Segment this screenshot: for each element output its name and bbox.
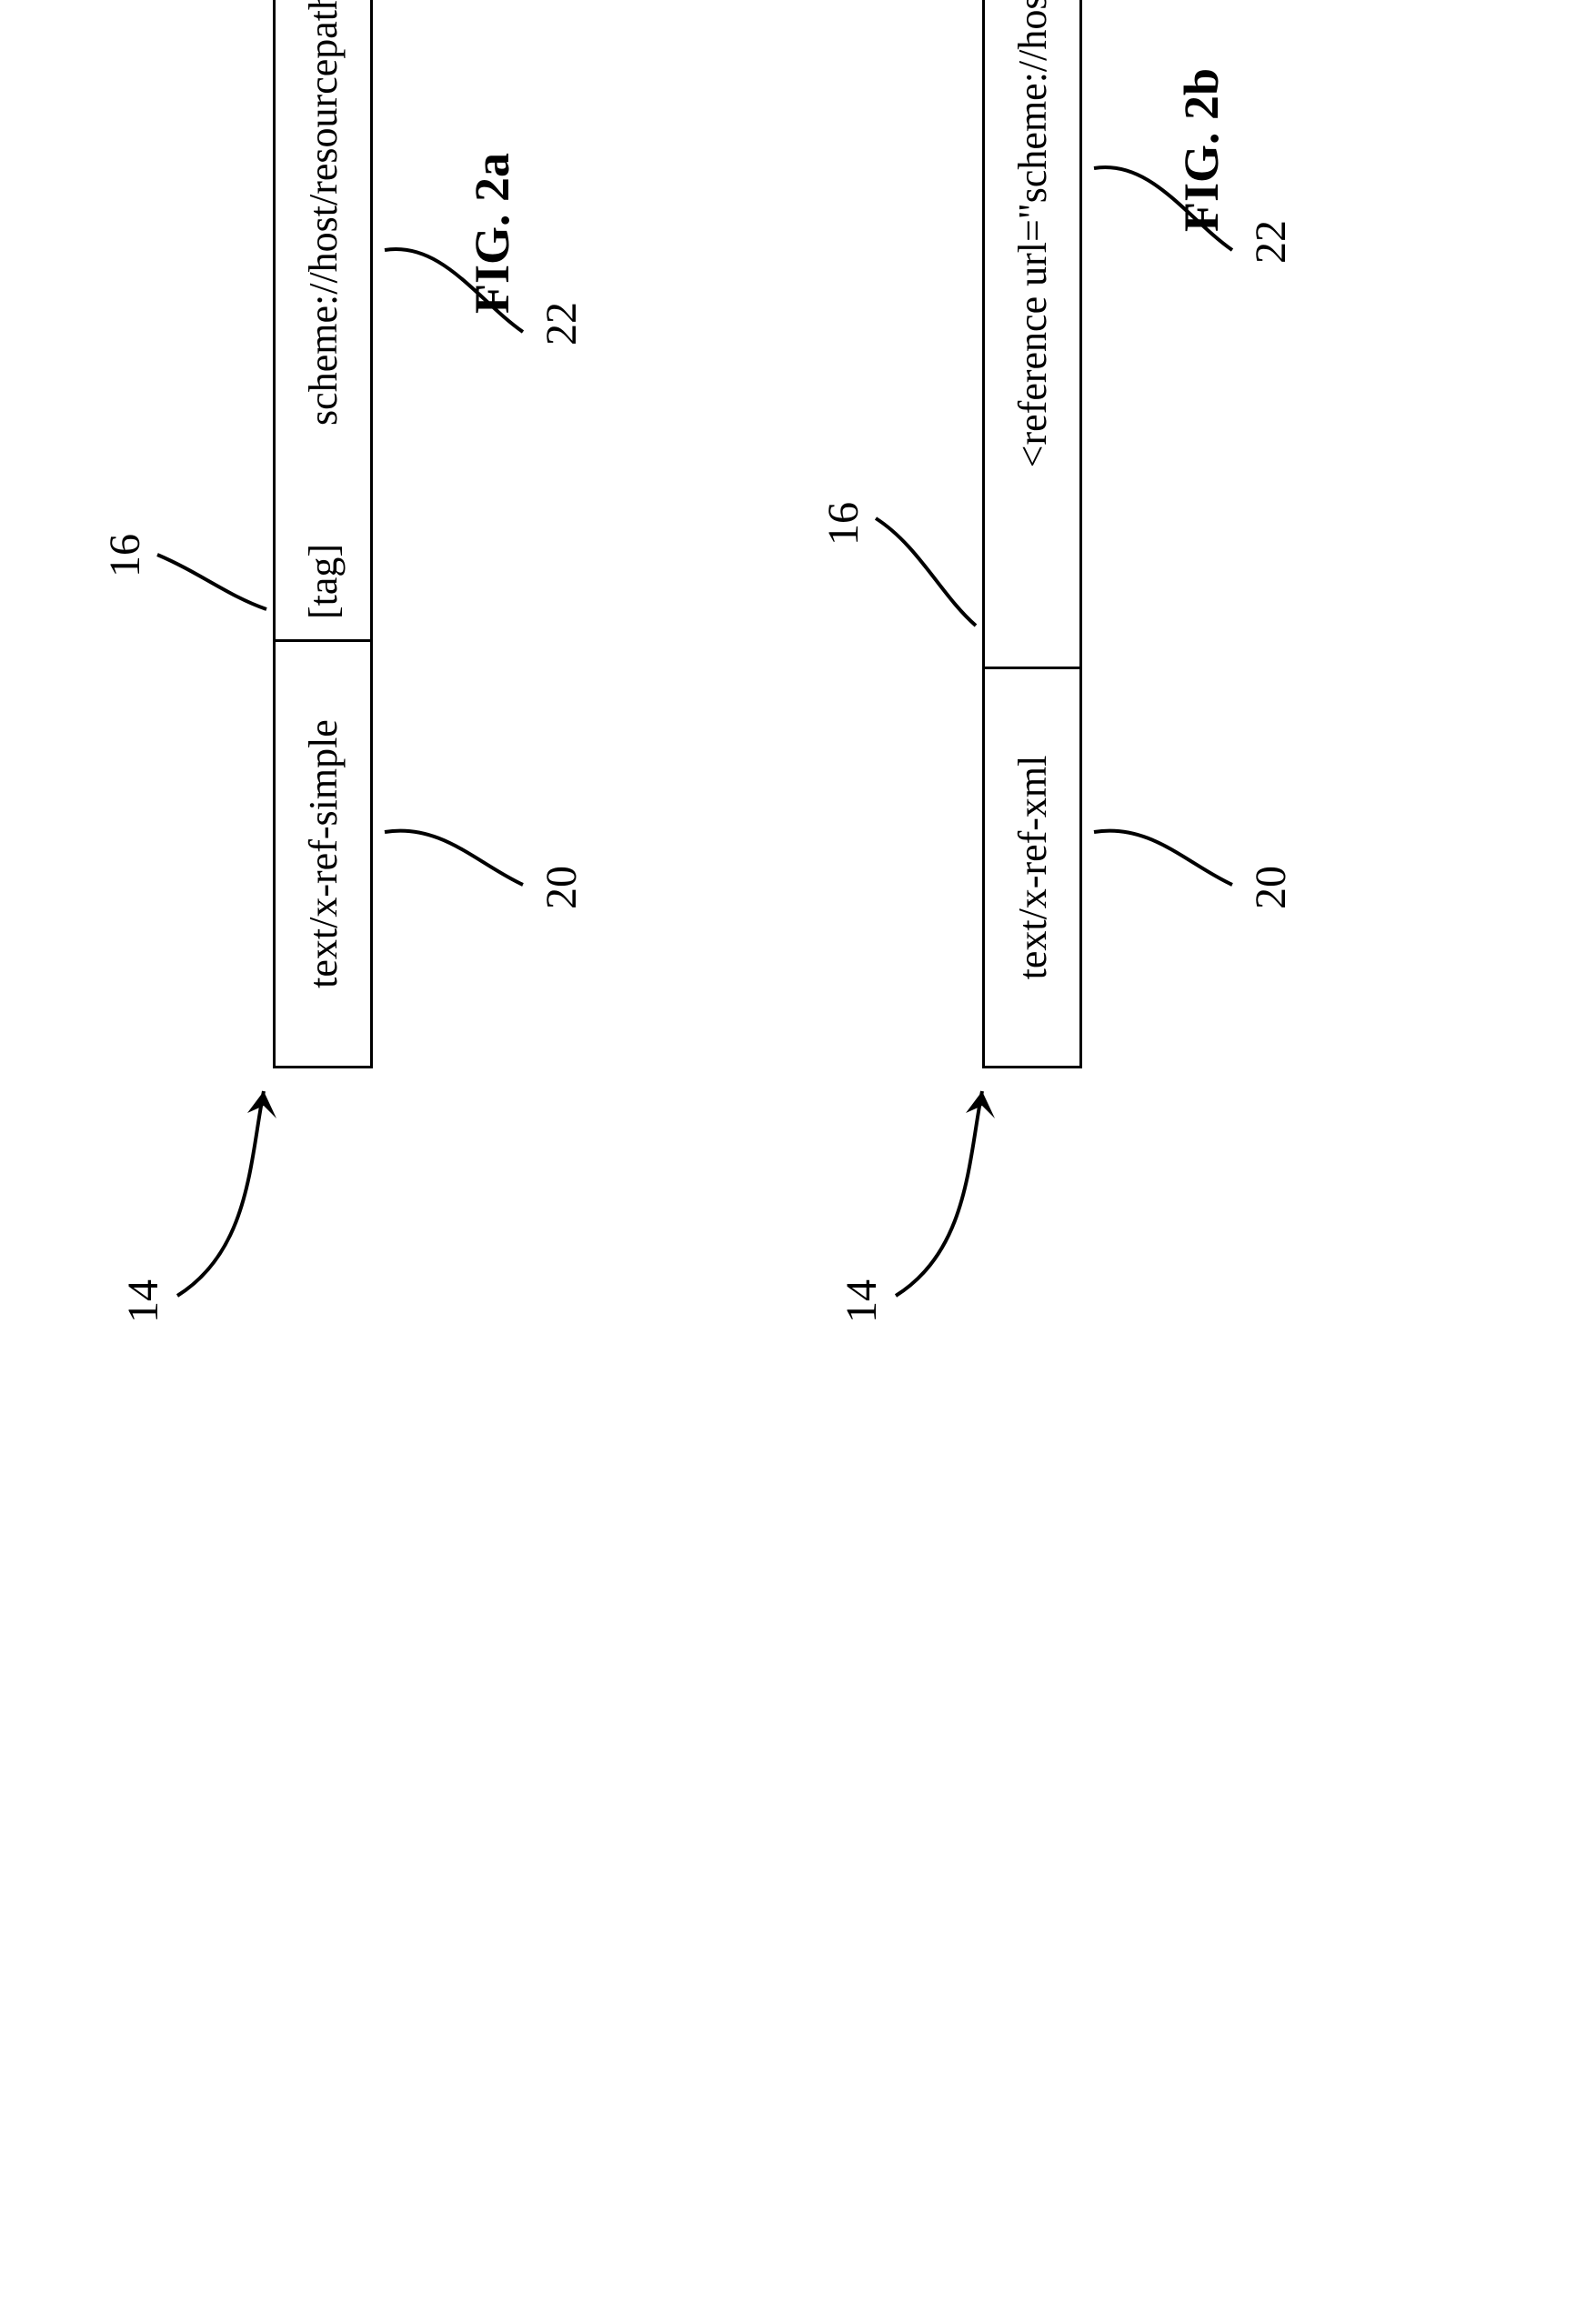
ref-20-b: 20 — [1246, 866, 1296, 909]
type-cell-2b: text/x-ref-xml — [985, 667, 1079, 1066]
ref-14-b: 14 — [837, 1279, 887, 1323]
lead-16-b — [868, 491, 987, 637]
caption-2a: FIG. 2a — [464, 153, 520, 314]
record-2a: text/x-ref-simple [tag] scheme://host/re… — [273, 0, 373, 1068]
ref-16-b: 16 — [818, 502, 868, 546]
ref-20-a: 20 — [537, 866, 587, 909]
ref-14-a: 14 — [118, 1279, 168, 1323]
diagram-stage: 14 16 18 text/x-ref-simple [tag] — [0, 0, 1596, 1596]
body-url-2a: scheme://host/resourcepath — [300, 0, 346, 426]
type-text-2b: text/x-ref-xml — [1009, 756, 1056, 980]
type-cell-2a: text/x-ref-simple — [276, 639, 370, 1066]
body-seg0-2b: <reference url=" — [1009, 203, 1056, 467]
lead-20-b — [1087, 787, 1241, 896]
lead-14-b — [887, 1050, 1014, 1305]
body-cell-2a: [tag] scheme://host/resourcepath — [276, 0, 370, 639]
ref-22-b: 22 — [1246, 220, 1296, 264]
lead-14-a — [168, 1050, 296, 1305]
body-tag-2a: [tag] — [300, 544, 346, 619]
lead-16-a — [150, 509, 277, 618]
ref-16-a: 16 — [100, 534, 150, 577]
record-2b: text/x-ref-xml <reference url="scheme://… — [982, 0, 1082, 1068]
type-text-2a: text/x-ref-simple — [300, 719, 346, 988]
figure-2b: 14 16 18 text/x-ref-xml <referen — [0, 0, 100, 1596]
body-cell-2b: <reference url="scheme://host/resourcepa… — [985, 0, 1079, 667]
lead-20-a — [377, 787, 532, 896]
body-seg1-2b: scheme://host/resourcepath — [1009, 0, 1056, 203]
ref-22-a: 22 — [537, 302, 587, 346]
caption-2b: FIG. 2b — [1173, 68, 1230, 232]
